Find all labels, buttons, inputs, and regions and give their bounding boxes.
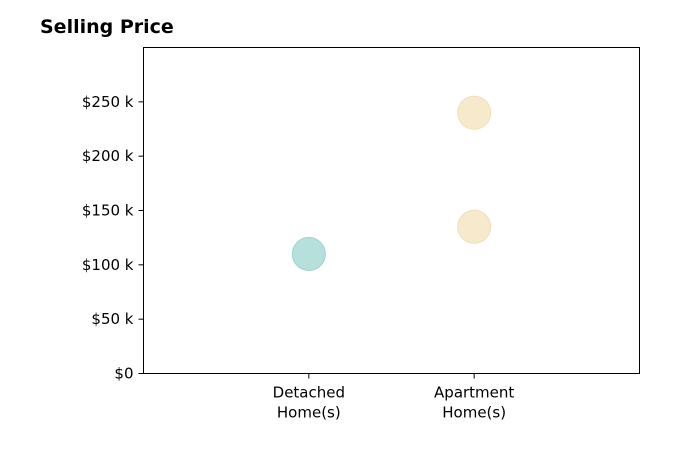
y-tick-label: $150 k [82,202,134,220]
plot-frame [143,47,640,374]
x-tick-label: Apartment [434,384,514,402]
y-tick-label: $250 k [82,93,134,111]
chart-title: Selling Price [40,16,174,38]
x-tick-label: Home(s) [442,404,506,422]
y-tick-label: $0 [114,365,133,383]
data-point-1 [457,209,492,244]
x-tick-label: Detached [273,384,345,402]
y-tick-label: $50 k [91,310,133,328]
data-point-0 [291,236,326,271]
data-point-2 [457,95,492,130]
y-tick-label: $100 k [82,256,134,274]
x-tick-label: Home(s) [277,404,341,422]
y-tick-label: $200 k [82,147,134,165]
